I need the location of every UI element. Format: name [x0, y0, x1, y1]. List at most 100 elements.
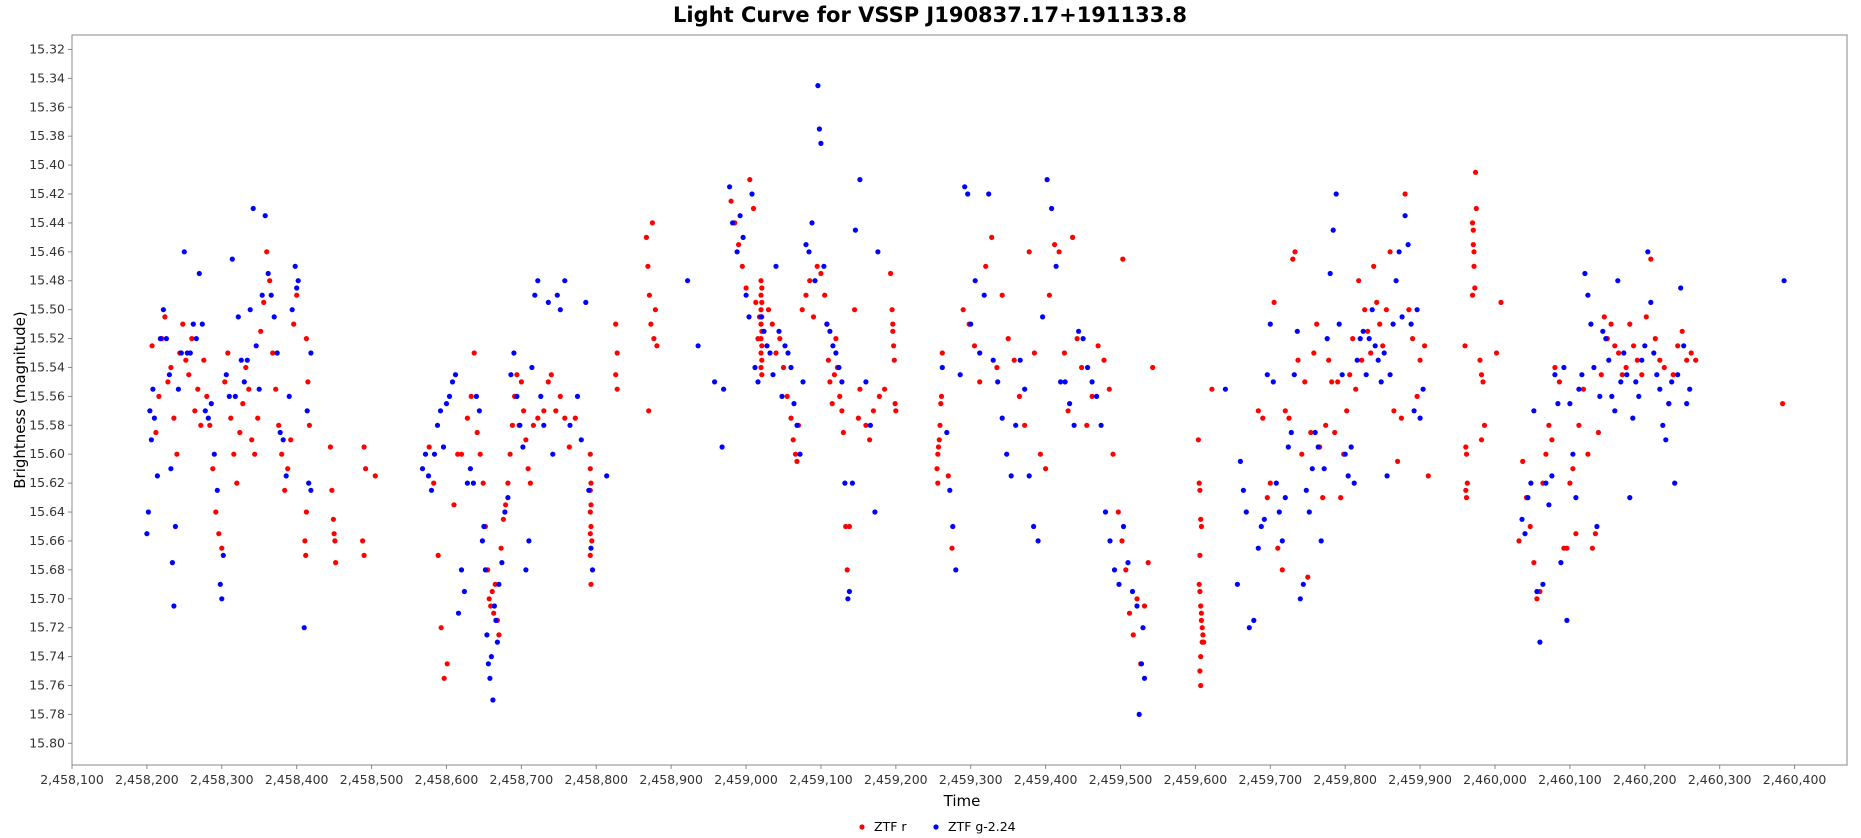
data-point [1267, 480, 1273, 486]
data-point [773, 350, 779, 356]
data-point [494, 639, 500, 645]
data-point [1464, 480, 1470, 486]
data-point [574, 393, 581, 399]
data-point [451, 502, 457, 508]
y-tick-label: 15.54 [29, 359, 65, 374]
data-point [962, 184, 968, 190]
data-point [489, 588, 495, 595]
data-point [286, 393, 292, 399]
data-point [1017, 357, 1023, 363]
data-point [1469, 292, 1476, 298]
legend-item-1[interactable]: ZTF g-2.24 [933, 819, 1016, 834]
data-point [171, 415, 177, 421]
data-point [282, 487, 288, 493]
data-point [441, 675, 447, 681]
data-point [1564, 545, 1570, 551]
data-point [255, 415, 261, 421]
data-point [431, 480, 437, 486]
data-point [1579, 372, 1585, 378]
data-point [252, 451, 258, 457]
data-point [461, 588, 467, 595]
data-point [740, 234, 746, 240]
data-point [588, 545, 594, 551]
data-point [1294, 328, 1300, 334]
data-point [306, 480, 312, 486]
data-point [1198, 654, 1204, 660]
data-point [1391, 408, 1397, 414]
data-point [730, 220, 736, 226]
data-point [464, 415, 470, 421]
data-point [1237, 458, 1243, 464]
data-point [535, 278, 541, 284]
data-point [208, 401, 214, 407]
y-tick-label: 15.52 [29, 331, 65, 346]
data-point [426, 444, 432, 450]
data-point [562, 415, 568, 421]
x-tick-label: 2,460,000 [1463, 772, 1527, 787]
data-point [1552, 372, 1558, 378]
data-point [523, 437, 529, 443]
data-point [363, 466, 369, 472]
data-point [1279, 538, 1285, 544]
data-point [1079, 364, 1085, 371]
data-point [480, 480, 486, 486]
data-point [614, 386, 620, 392]
data-point [1684, 401, 1690, 407]
data-point [867, 437, 873, 443]
data-point [1107, 538, 1113, 544]
data-point [734, 249, 740, 255]
data-point [1546, 502, 1552, 508]
data-point [1070, 234, 1076, 240]
data-point [1522, 531, 1528, 537]
data-point [1377, 321, 1383, 327]
data-point [779, 393, 785, 399]
data-point [1616, 350, 1622, 356]
data-point [1031, 523, 1037, 530]
y-tick-label: 15.70 [29, 591, 65, 606]
data-point [1130, 632, 1136, 638]
data-point [1582, 270, 1588, 277]
data-point [728, 198, 734, 204]
data-point [791, 401, 797, 407]
data-point [302, 538, 308, 544]
data-point [183, 357, 189, 363]
data-point [446, 393, 453, 399]
data-point [169, 560, 175, 566]
data-point [332, 538, 338, 544]
data-point [578, 437, 584, 443]
data-point [1519, 516, 1525, 522]
data-point [514, 393, 520, 399]
data-point [1681, 343, 1687, 349]
data-point [529, 364, 535, 371]
data-point [1052, 242, 1058, 248]
data-point [455, 451, 461, 457]
data-point [800, 379, 806, 385]
data-point [527, 480, 534, 486]
data-point [1360, 328, 1366, 334]
data-point [1261, 516, 1267, 522]
data-point [303, 336, 309, 342]
data-point [1299, 451, 1305, 457]
data-point [1126, 610, 1133, 616]
data-point [1008, 473, 1014, 479]
data-point [238, 357, 244, 363]
data-point [837, 393, 843, 399]
data-point [1657, 357, 1663, 363]
data-point [1345, 473, 1351, 479]
data-point [1623, 364, 1629, 371]
data-point [566, 444, 572, 450]
data-point [583, 299, 589, 305]
data-point [1120, 256, 1126, 262]
data-point [1119, 538, 1125, 544]
data-point [1332, 429, 1338, 436]
data-point [474, 429, 480, 436]
legend[interactable]: ZTF r ZTF g-2.24 [859, 819, 1016, 834]
data-point [816, 126, 823, 132]
data-point [1592, 531, 1598, 537]
data-point [1106, 386, 1112, 392]
data-point [1089, 393, 1095, 399]
legend-item-0[interactable]: ZTF r [859, 819, 907, 834]
data-point [1570, 451, 1576, 457]
data-point [645, 263, 651, 269]
data-point [210, 466, 216, 472]
